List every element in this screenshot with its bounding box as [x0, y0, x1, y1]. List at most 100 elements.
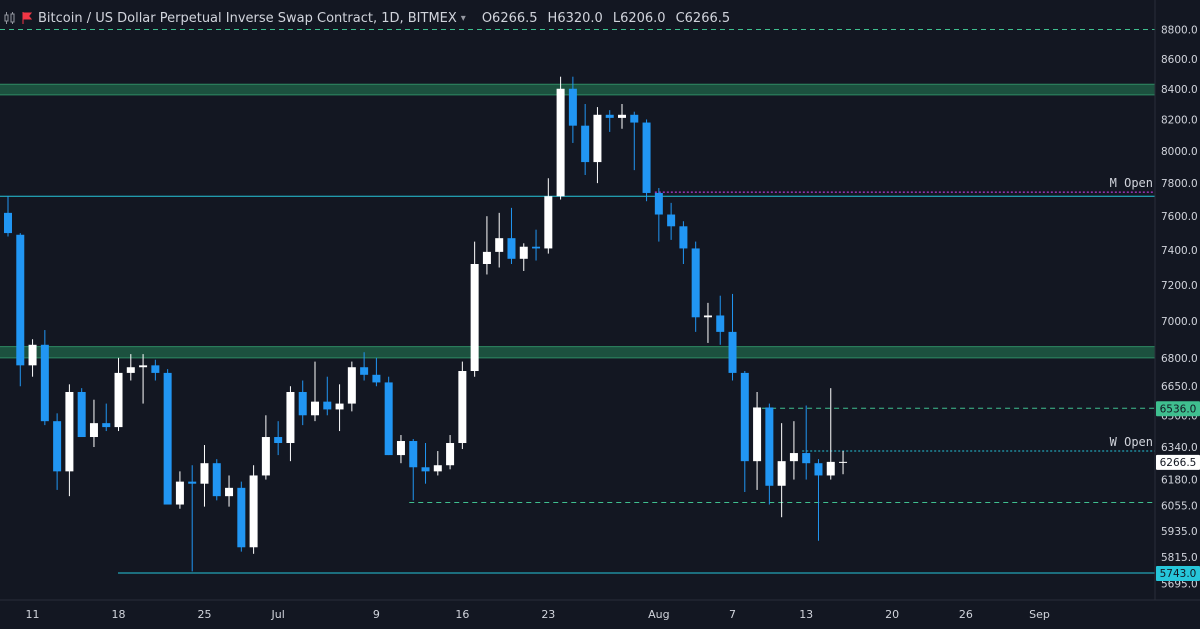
candle-body [335, 403, 344, 410]
candle-body [384, 382, 393, 456]
candle-body [16, 234, 25, 366]
candle-body [53, 421, 62, 472]
price-badge-label: 6266.5 [1160, 457, 1197, 469]
ohlc-high: H6320.0 [547, 10, 603, 26]
candle-body [789, 453, 798, 462]
candle-body [691, 248, 700, 318]
price-tick-label: 6180.0 [1161, 475, 1198, 487]
candle-body [298, 391, 307, 416]
candle-body [433, 465, 442, 472]
price-tick-label: 7200.0 [1161, 280, 1198, 292]
chevron-down-icon[interactable]: ▾ [460, 12, 466, 24]
candle-body [274, 437, 283, 444]
candle-body [163, 372, 172, 505]
candle-body [151, 365, 160, 373]
candle-body [593, 114, 602, 163]
candle-body [126, 367, 135, 373]
price-tick-label: 8400.0 [1161, 84, 1198, 96]
candle-body [679, 226, 688, 249]
time-tick-label: 20 [885, 608, 899, 621]
candle-body [89, 423, 98, 438]
candle-body [77, 391, 86, 438]
candle-body [716, 315, 725, 332]
candle-body [826, 461, 835, 476]
price-tick-label: 8000.0 [1161, 146, 1198, 158]
price-tick-label: 5815.0 [1161, 552, 1198, 564]
candle-body [519, 246, 528, 259]
candle-body [188, 481, 197, 484]
candle-body [814, 463, 823, 476]
candle-body [360, 367, 369, 375]
level-label: W Open [1110, 435, 1153, 449]
level-label: M Open [1110, 176, 1153, 190]
candle-body [225, 487, 234, 497]
time-tick-label: 7 [729, 608, 736, 621]
candle-body [482, 251, 491, 265]
price-badge [1156, 454, 1200, 470]
candle-body [446, 443, 455, 466]
flag-icon[interactable] [22, 12, 32, 24]
candle-body [740, 372, 749, 462]
candle-body [728, 331, 737, 373]
price-tick-label: 7000.0 [1161, 316, 1198, 328]
candle-body [470, 264, 479, 372]
candle-body [544, 196, 553, 249]
candle-body [139, 365, 148, 368]
price-tick-label: 6055.0 [1161, 501, 1198, 513]
price-tick-label: 5935.0 [1161, 526, 1198, 538]
time-tick-label: 18 [112, 608, 126, 621]
candle-body [28, 344, 37, 366]
candle-body [372, 374, 381, 383]
symbol-header: Bitcoin / US Dollar Perpetual Inverse Sw… [4, 8, 730, 28]
ohlc-low: L6206.0 [612, 10, 666, 26]
ohlc-close: C6266.5 [675, 10, 731, 26]
candle-body [802, 453, 811, 464]
price-tick-label: 6340.0 [1161, 442, 1198, 454]
candle-body [311, 401, 319, 416]
candle-body [581, 125, 590, 163]
candle-body [102, 423, 111, 428]
price-badge-label: 6536.0 [1160, 403, 1197, 415]
candle-body [753, 407, 762, 462]
time-tick-label: Jul [271, 608, 285, 621]
candle-body [495, 238, 504, 252]
price-badge [1156, 565, 1200, 581]
candle-body [40, 344, 49, 422]
candle-body [568, 88, 577, 126]
time-tick-label: Aug [648, 608, 669, 621]
candle-body [114, 372, 123, 428]
candle-body [261, 437, 270, 476]
sr-zone-1 [0, 346, 1155, 358]
candle-body [286, 391, 295, 444]
candle-body [630, 114, 639, 123]
candle-body [839, 461, 848, 463]
candle-body [65, 391, 74, 472]
candle-body [200, 463, 209, 484]
time-tick-label: 26 [959, 608, 973, 621]
candles-icon[interactable] [4, 12, 16, 24]
candle-body [347, 367, 356, 404]
candle-body [654, 192, 663, 215]
time-tick-label: 16 [455, 608, 469, 621]
price-tick-label: 8600.0 [1161, 54, 1198, 66]
candle-body [4, 212, 12, 234]
candle-body [703, 315, 712, 318]
candle-body [642, 122, 651, 193]
time-tick-label: 9 [373, 608, 380, 621]
candle-body [618, 114, 626, 118]
ohlc-readout: O6266.5 H6320.0 L6206.0 C6266.5 [482, 11, 730, 26]
time-tick-label: 11 [26, 608, 40, 621]
candle-body [249, 475, 258, 548]
price-tick-label: 6650.0 [1161, 381, 1198, 393]
candle-body [409, 441, 418, 468]
candle-body [212, 463, 221, 497]
candle-body [777, 461, 786, 486]
candle-body [175, 481, 184, 505]
candle-body [765, 407, 774, 486]
price-tick-label: 7400.0 [1161, 245, 1198, 257]
symbol-title[interactable]: Bitcoin / US Dollar Perpetual Inverse Sw… [38, 10, 457, 26]
price-tick-label: 5695.0 [1161, 579, 1198, 591]
